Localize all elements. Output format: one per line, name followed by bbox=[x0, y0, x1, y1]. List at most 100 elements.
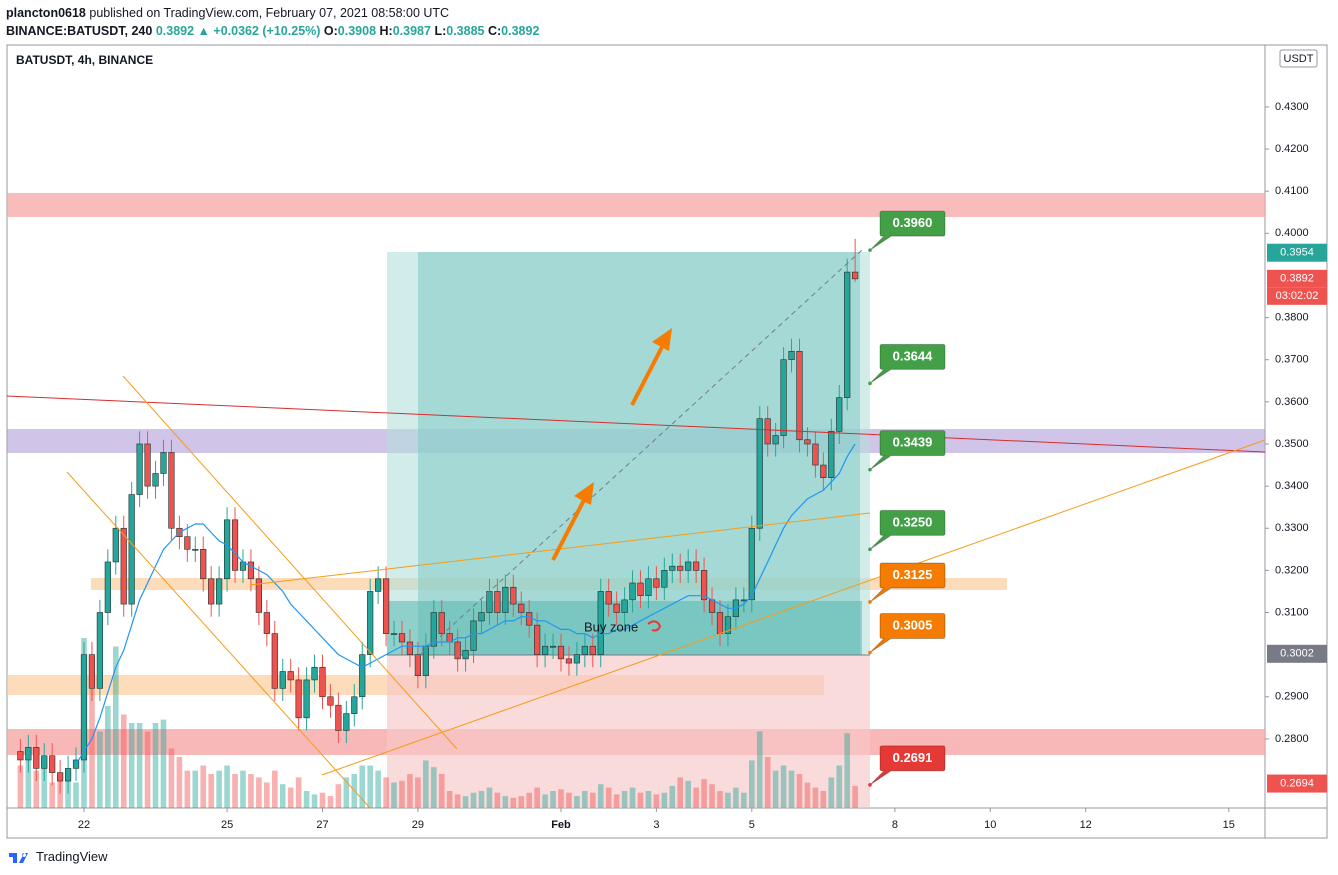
volume-bar bbox=[232, 774, 238, 808]
volume-bar bbox=[502, 796, 509, 808]
candle-body bbox=[573, 654, 580, 664]
drawings-front: Buy zone BATUSDT, 4h, BINANCE USDT 0.430… bbox=[6, 49, 1327, 831]
header: plancton0618 published on TradingView.co… bbox=[6, 4, 539, 40]
volume-bar bbox=[518, 796, 525, 808]
buy-zone-label: Buy zone bbox=[584, 619, 638, 634]
volume-bar bbox=[494, 792, 501, 808]
channel-line bbox=[66, 471, 371, 809]
volume-bar bbox=[693, 787, 699, 808]
currency-box bbox=[1279, 49, 1318, 68]
y-tick-label: 0.4300 bbox=[1275, 101, 1309, 113]
candle-body bbox=[271, 633, 278, 689]
candle-body bbox=[700, 570, 708, 601]
callout-anchor bbox=[868, 467, 872, 472]
symbol: BINANCE:BATUSDT, bbox=[6, 24, 128, 38]
volume-bar bbox=[112, 646, 119, 808]
candle-body bbox=[541, 645, 549, 655]
currency: USDT bbox=[1284, 53, 1314, 65]
volume-bar bbox=[589, 792, 596, 808]
y-tick-label: 0.3300 bbox=[1275, 522, 1309, 534]
arrow-head bbox=[574, 482, 594, 505]
volume-bar bbox=[152, 723, 159, 808]
countdown-box bbox=[1267, 287, 1327, 305]
candle-body bbox=[80, 654, 88, 761]
published: published on TradingView.com, February 0… bbox=[89, 6, 450, 20]
candle-body bbox=[510, 586, 517, 605]
volume-bar bbox=[446, 791, 453, 808]
x-tick-label: 29 bbox=[412, 819, 424, 831]
volume-bar bbox=[621, 791, 628, 808]
candle-body bbox=[295, 679, 302, 719]
candle-body bbox=[740, 599, 747, 602]
candle-body bbox=[844, 271, 851, 398]
chart: Buy zone BATUSDT, 4h, BINANCE USDT 0.430… bbox=[6, 44, 1328, 839]
volume-bar bbox=[756, 731, 763, 808]
candle-body bbox=[33, 747, 40, 769]
candle-body bbox=[390, 633, 398, 635]
volume-bar bbox=[224, 765, 230, 808]
volume-bar bbox=[685, 780, 691, 808]
volume-bar bbox=[168, 748, 175, 808]
volume-bar bbox=[725, 792, 731, 808]
price-label-box bbox=[1267, 644, 1327, 663]
volume-bar bbox=[661, 792, 668, 808]
callout-box bbox=[869, 210, 946, 251]
x-tick-label: 3 bbox=[653, 819, 659, 831]
candle-body bbox=[382, 578, 390, 634]
candle-body bbox=[724, 616, 732, 634]
candle-body bbox=[645, 578, 652, 596]
candle-body bbox=[486, 591, 493, 613]
volume-bar bbox=[240, 770, 246, 808]
candle-body bbox=[693, 561, 700, 571]
volume-bar bbox=[415, 777, 421, 808]
price-label: 0.3954 bbox=[1280, 247, 1314, 259]
x-tick-label: 8 bbox=[892, 819, 898, 831]
price-label-box bbox=[1267, 774, 1327, 793]
candle-body bbox=[502, 586, 509, 613]
x-tick-label: 22 bbox=[78, 819, 90, 831]
candle-body bbox=[160, 452, 167, 474]
volume-bar bbox=[319, 792, 326, 808]
volume-bar bbox=[25, 748, 32, 808]
candle-body bbox=[223, 519, 231, 580]
volume-bar bbox=[279, 784, 286, 808]
candle-body bbox=[748, 527, 755, 601]
change: ▲ +0.0362 (+10.25%) bbox=[197, 24, 321, 38]
volume-bar bbox=[772, 770, 779, 808]
candle-body bbox=[414, 654, 421, 677]
candle-body bbox=[756, 418, 763, 529]
callout-label: 0.3125 bbox=[893, 567, 933, 582]
o-value: 0.3908 bbox=[337, 24, 377, 38]
candle-body bbox=[152, 473, 159, 487]
volume-bar bbox=[764, 757, 771, 808]
callout-label: 0.3005 bbox=[893, 617, 933, 632]
candle-body bbox=[17, 751, 24, 761]
candle-body bbox=[677, 565, 684, 571]
candle-body bbox=[375, 578, 382, 592]
candle-body bbox=[359, 654, 366, 698]
candle-body bbox=[112, 527, 119, 563]
brand: TradingView bbox=[36, 848, 108, 864]
y-tick-label: 0.3400 bbox=[1275, 480, 1309, 492]
candle-body bbox=[351, 696, 358, 714]
candle-body bbox=[804, 439, 811, 445]
volume-bar bbox=[709, 784, 715, 808]
candle-body bbox=[565, 658, 573, 664]
volume-bar bbox=[407, 774, 413, 808]
candle-body bbox=[828, 431, 835, 478]
x-tick-label: Feb bbox=[551, 819, 571, 831]
volume-bar bbox=[287, 787, 294, 808]
volume-bar bbox=[812, 787, 819, 808]
candle-body bbox=[303, 679, 310, 719]
volume-bar bbox=[605, 787, 612, 808]
resistance-zone bbox=[7, 193, 1265, 217]
callout-box bbox=[869, 430, 946, 471]
volume-bar bbox=[200, 765, 207, 808]
volume-bar bbox=[17, 765, 24, 808]
y-tick-label: 0.4000 bbox=[1275, 227, 1309, 239]
y-tick-label: 0.2800 bbox=[1275, 733, 1309, 745]
candle-body bbox=[796, 350, 803, 441]
candle-body bbox=[287, 671, 294, 681]
callout-anchor bbox=[868, 381, 872, 386]
